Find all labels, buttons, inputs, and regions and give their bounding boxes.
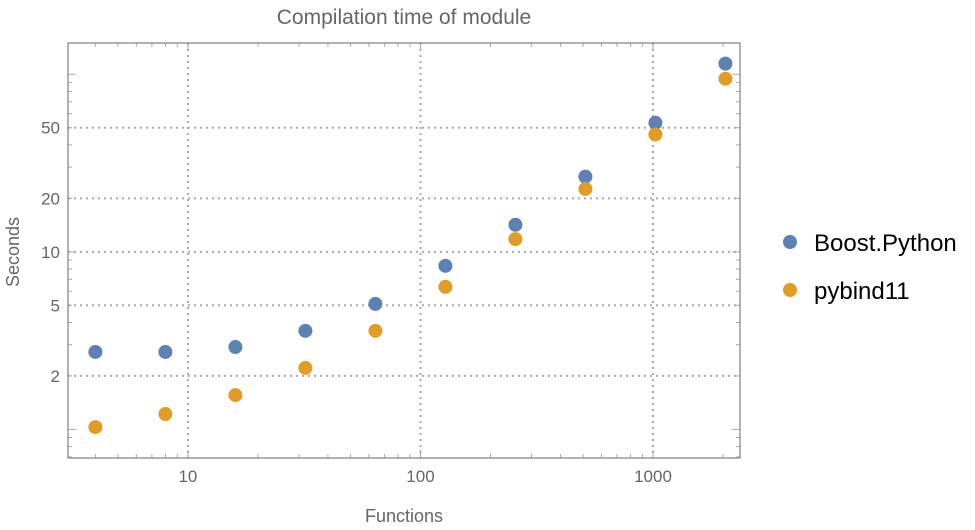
data-point-pybind11 — [158, 407, 173, 422]
data-point-boost-python — [228, 340, 243, 355]
data-point-pybind11 — [88, 420, 103, 435]
chart-title: Compilation time of module — [277, 6, 531, 29]
data-point-pybind11 — [508, 232, 523, 247]
y-tick-label: 5 — [51, 296, 60, 315]
data-point-boost-python — [648, 115, 663, 130]
data-point-pybind11 — [438, 279, 453, 294]
data-point-boost-python — [298, 323, 313, 338]
y-tick-label: 10 — [41, 243, 60, 262]
data-point-boost-python — [368, 296, 383, 311]
data-point-boost-python — [718, 56, 733, 71]
data-point-boost-python — [578, 169, 593, 184]
plot-frame — [67, 42, 741, 459]
data-point-boost-python — [158, 344, 173, 359]
data-point-pybind11 — [228, 388, 243, 403]
legend-label: pybind11 — [814, 278, 910, 305]
legend-marker — [783, 235, 797, 249]
data-point-pybind11 — [648, 127, 663, 142]
data-point-pybind11 — [368, 323, 383, 338]
data-point-boost-python — [438, 258, 453, 273]
legend-label: Boost.Python — [814, 230, 957, 257]
data-point-boost-python — [88, 344, 103, 359]
data-point-boost-python — [508, 217, 523, 232]
y-tick-label: 2 — [51, 367, 60, 386]
data-point-pybind11 — [578, 181, 593, 196]
x-tick-label: 10 — [178, 467, 197, 486]
legend-marker — [783, 283, 797, 297]
data-point-pybind11 — [718, 71, 733, 86]
x-tick-label: 1000 — [634, 467, 672, 486]
x-tick-label: 100 — [406, 467, 434, 486]
y-tick-label: 50 — [41, 119, 60, 138]
y-tick-label: 20 — [41, 189, 60, 208]
y-axis-label: Seconds — [3, 217, 23, 287]
data-point-pybind11 — [298, 360, 313, 375]
x-axis-label: Functions — [365, 506, 443, 525]
